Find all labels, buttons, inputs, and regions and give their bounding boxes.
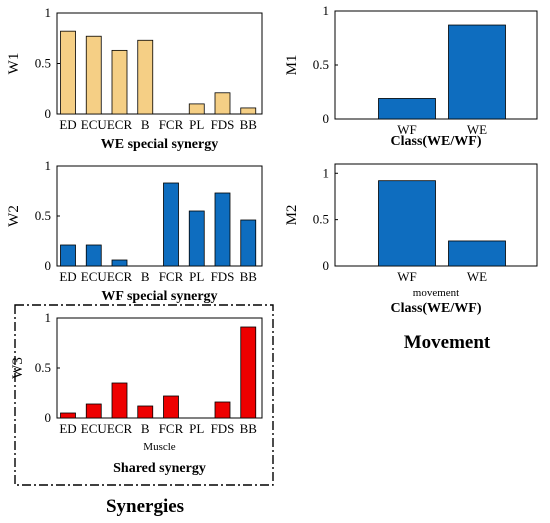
y-axis-label: W1: [6, 53, 22, 75]
y-tick-label: 0: [323, 111, 330, 126]
movement-title: Movement: [404, 332, 491, 353]
synergies-title: Synergies: [106, 496, 184, 517]
bar-w3-fcr: [163, 395, 179, 419]
y-axis-label: M1: [284, 55, 300, 76]
bar-w2-ed: [60, 244, 76, 267]
panel-title: WE special synergy: [101, 137, 218, 152]
x-tick-label: ED: [59, 269, 76, 284]
bar-m2-wf: [378, 180, 436, 267]
y-tick-label: 1: [45, 5, 52, 20]
x-axis-label: movement: [413, 287, 459, 299]
y-axis-label: M2: [284, 205, 300, 226]
panel-title: WF special synergy: [101, 289, 217, 304]
x-tick-label: ED: [59, 421, 76, 436]
y-tick-label: 0: [45, 410, 52, 425]
shared-synergy-frame: [14, 304, 274, 486]
y-tick-label: 1: [323, 165, 330, 180]
x-axis-label: Muscle: [143, 441, 176, 453]
y-tick-label: 0: [323, 258, 330, 273]
y-axis-label: W3: [10, 357, 26, 379]
x-tick-label: WF: [397, 122, 417, 137]
x-tick-label: WF: [397, 269, 417, 284]
x-tick-label: PL: [189, 269, 204, 284]
bar-w1-bb: [240, 107, 257, 115]
x-tick-label: ECR: [107, 421, 133, 436]
x-tick-label: FCR: [159, 269, 184, 284]
bar-w3-fds: [214, 401, 231, 419]
x-tick-label: B: [141, 269, 150, 284]
x-tick-label: B: [141, 421, 150, 436]
x-tick-label: B: [141, 117, 150, 132]
x-tick-label: BB: [240, 269, 258, 284]
x-tick-label: FDS: [211, 269, 235, 284]
x-tick-label: BB: [240, 421, 258, 436]
panel-title: Shared synergy: [113, 461, 206, 476]
bar-m1-wf: [378, 98, 436, 120]
bar-w2-pl: [188, 210, 205, 267]
y-tick-label: 1: [45, 158, 52, 173]
axes-frame: [334, 163, 538, 267]
y-tick-label: 0.5: [35, 360, 51, 375]
axes-frame: [334, 10, 538, 120]
x-tick-label: FCR: [159, 117, 184, 132]
x-tick-label: BB: [240, 117, 258, 132]
x-tick-label: WE: [467, 269, 487, 284]
x-tick-label: PL: [189, 421, 204, 436]
y-tick-label: 1: [45, 310, 52, 325]
x-tick-label: FCR: [159, 421, 184, 436]
bar-w3-ed: [60, 412, 76, 419]
chart-w1: 0 0.5 1 ED ECU ECR B FCR PL FDS BB W1 WE special syn…: [6, 5, 263, 152]
chart-m1: 0 0.5 1 WF WE M1 Class(WE/WF): [284, 3, 538, 149]
bar-w2-bb: [240, 219, 257, 267]
y-tick-label: 0: [45, 106, 52, 121]
y-tick-label: 0.5: [35, 208, 51, 223]
bar-w3-ecu: [85, 403, 102, 419]
bar-w1-b: [137, 39, 154, 115]
y-tick-label: 1: [323, 3, 330, 18]
chart-w3: 0 0.5 1 ED ECU ECR B FCR PL FDS BB W3 Muscle Shared s…: [10, 310, 263, 476]
y-tick-label: 0.5: [35, 56, 51, 71]
bar-w2-ecu: [85, 244, 102, 267]
x-tick-label: FDS: [211, 117, 235, 132]
x-tick-label: PL: [189, 117, 204, 132]
panel-title: Class(WE/WF): [391, 134, 482, 149]
x-tick-label: WE: [467, 122, 487, 137]
x-tick-label: ED: [59, 117, 76, 132]
bar-m2-we: [448, 240, 506, 267]
y-tick-label: 0.5: [313, 57, 329, 72]
bar-w2-ecr: [111, 259, 128, 267]
bar-m1-we: [448, 24, 506, 120]
x-tick-label: ECR: [107, 269, 133, 284]
bar-w1-ecu: [85, 35, 102, 115]
bar-w3-b: [137, 405, 154, 419]
x-tick-label: ECU: [81, 117, 108, 132]
x-tick-label: ECU: [81, 421, 108, 436]
bar-w2-fds: [214, 192, 231, 267]
x-tick-label: ECR: [107, 117, 133, 132]
y-tick-label: 0: [45, 258, 52, 273]
bar-w3-ecr: [111, 382, 128, 419]
y-tick-label: 0.5: [313, 212, 329, 227]
chart-m2: 0 0.5 1 WF WE M2 movement Class(WE/WF): [284, 163, 538, 316]
bar-w1-ecr: [111, 49, 128, 115]
chart-w2: 0 0.5 1 ED ECU ECR B FCR PL FDS BB W2 WF special syn…: [6, 158, 263, 304]
panel-title: Class(WE/WF): [391, 301, 482, 316]
bar-w2-fcr: [163, 182, 179, 267]
x-tick-label: FDS: [211, 421, 235, 436]
bar-w1-fds: [214, 92, 231, 115]
bar-w1-pl: [188, 103, 205, 115]
bar-w3-bb: [240, 326, 257, 419]
x-tick-label: ECU: [81, 269, 108, 284]
bar-w1-ed: [60, 30, 76, 115]
y-axis-label: W2: [6, 205, 22, 227]
axes-frame: [56, 317, 263, 419]
